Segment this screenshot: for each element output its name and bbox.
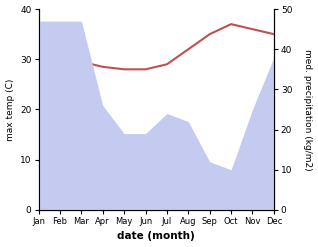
Y-axis label: med. precipitation (kg/m2): med. precipitation (kg/m2)	[303, 49, 313, 170]
X-axis label: date (month): date (month)	[117, 231, 195, 242]
Y-axis label: max temp (C): max temp (C)	[5, 78, 15, 141]
